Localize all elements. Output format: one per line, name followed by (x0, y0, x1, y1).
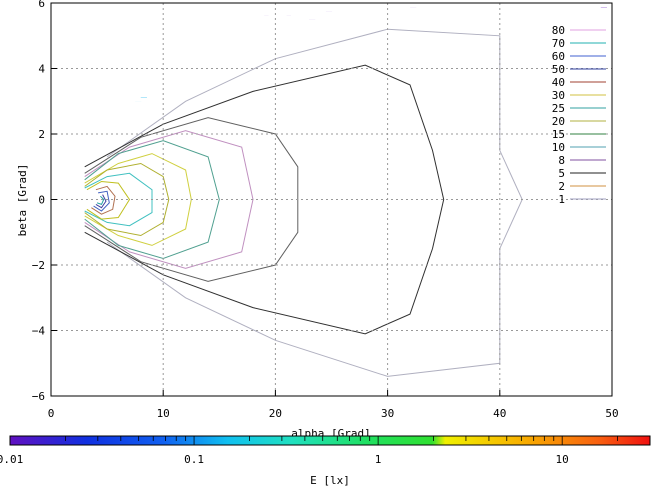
legend-entry-8: 8 (558, 154, 565, 167)
contour-line-20 (84, 162, 170, 237)
y-tick-label: 6 (38, 0, 45, 10)
x-tick-label: 10 (157, 407, 170, 420)
y-axis-label: beta [Grad] (16, 164, 29, 237)
colorbar-tick-label: 10 (556, 453, 569, 466)
colorbar-tick-label: 0.01 (0, 453, 23, 466)
legend-entry-2: 2 (558, 180, 565, 193)
x-tick-label: 20 (269, 407, 282, 420)
colorbar-tick-label: 1 (375, 453, 382, 466)
x-tick-label: 50 (605, 407, 618, 420)
contour-line-40 (91, 185, 116, 215)
colorbar-ticks: 0.01 0.1 1 10 (0, 436, 651, 466)
coverage-strip-4 (309, 11, 333, 20)
legend-entry-60: 60 (552, 50, 565, 63)
contour-line-50 (93, 190, 110, 212)
y-tick-label: 2 (38, 128, 45, 141)
legend-entry-25: 25 (552, 102, 565, 115)
legend-entry-30: 30 (552, 89, 565, 102)
contour-line-10 (84, 140, 220, 260)
field-coverage (135, 7, 607, 102)
grid-lines (51, 3, 612, 396)
x-tick-label: 0 (48, 407, 55, 420)
y-tick-label: −6 (32, 390, 45, 403)
y-tick-label: 0 (38, 194, 45, 207)
legend-entry-10: 10 (552, 141, 565, 154)
legend-entry-40: 40 (552, 76, 565, 89)
y-tick-label: −4 (32, 325, 46, 338)
contour-line-1 (106, 28, 523, 377)
legend-entry-70: 70 (552, 37, 565, 50)
colorbar-label: E [lx] (310, 474, 350, 486)
x-tick-label: 30 (381, 407, 394, 420)
contour-line-2 (84, 64, 445, 335)
legend-entry-20: 20 (552, 115, 565, 128)
y-tick-label: −2 (32, 259, 45, 272)
colorbar-tick-label: 0.1 (184, 453, 204, 466)
legend-entry-1: 1 (558, 193, 565, 206)
contour-line-30 (86, 180, 131, 220)
legend-entry-5: 5 (558, 167, 565, 180)
contour-line-70 (96, 195, 105, 206)
legend-entry-80: 80 (552, 24, 565, 37)
legend-entry-50: 50 (552, 63, 565, 76)
contour-lines (84, 28, 523, 377)
x-tick-label: 40 (493, 407, 506, 420)
contour-line-60 (95, 194, 107, 209)
contour-line-25 (84, 172, 153, 227)
legend-entry-15: 15 (552, 128, 565, 141)
y-tick-label: 4 (38, 63, 45, 76)
colorbar: 0.01 0.1 1 10 E [lx] (0, 435, 651, 486)
coverage-strip-0 (135, 97, 147, 102)
